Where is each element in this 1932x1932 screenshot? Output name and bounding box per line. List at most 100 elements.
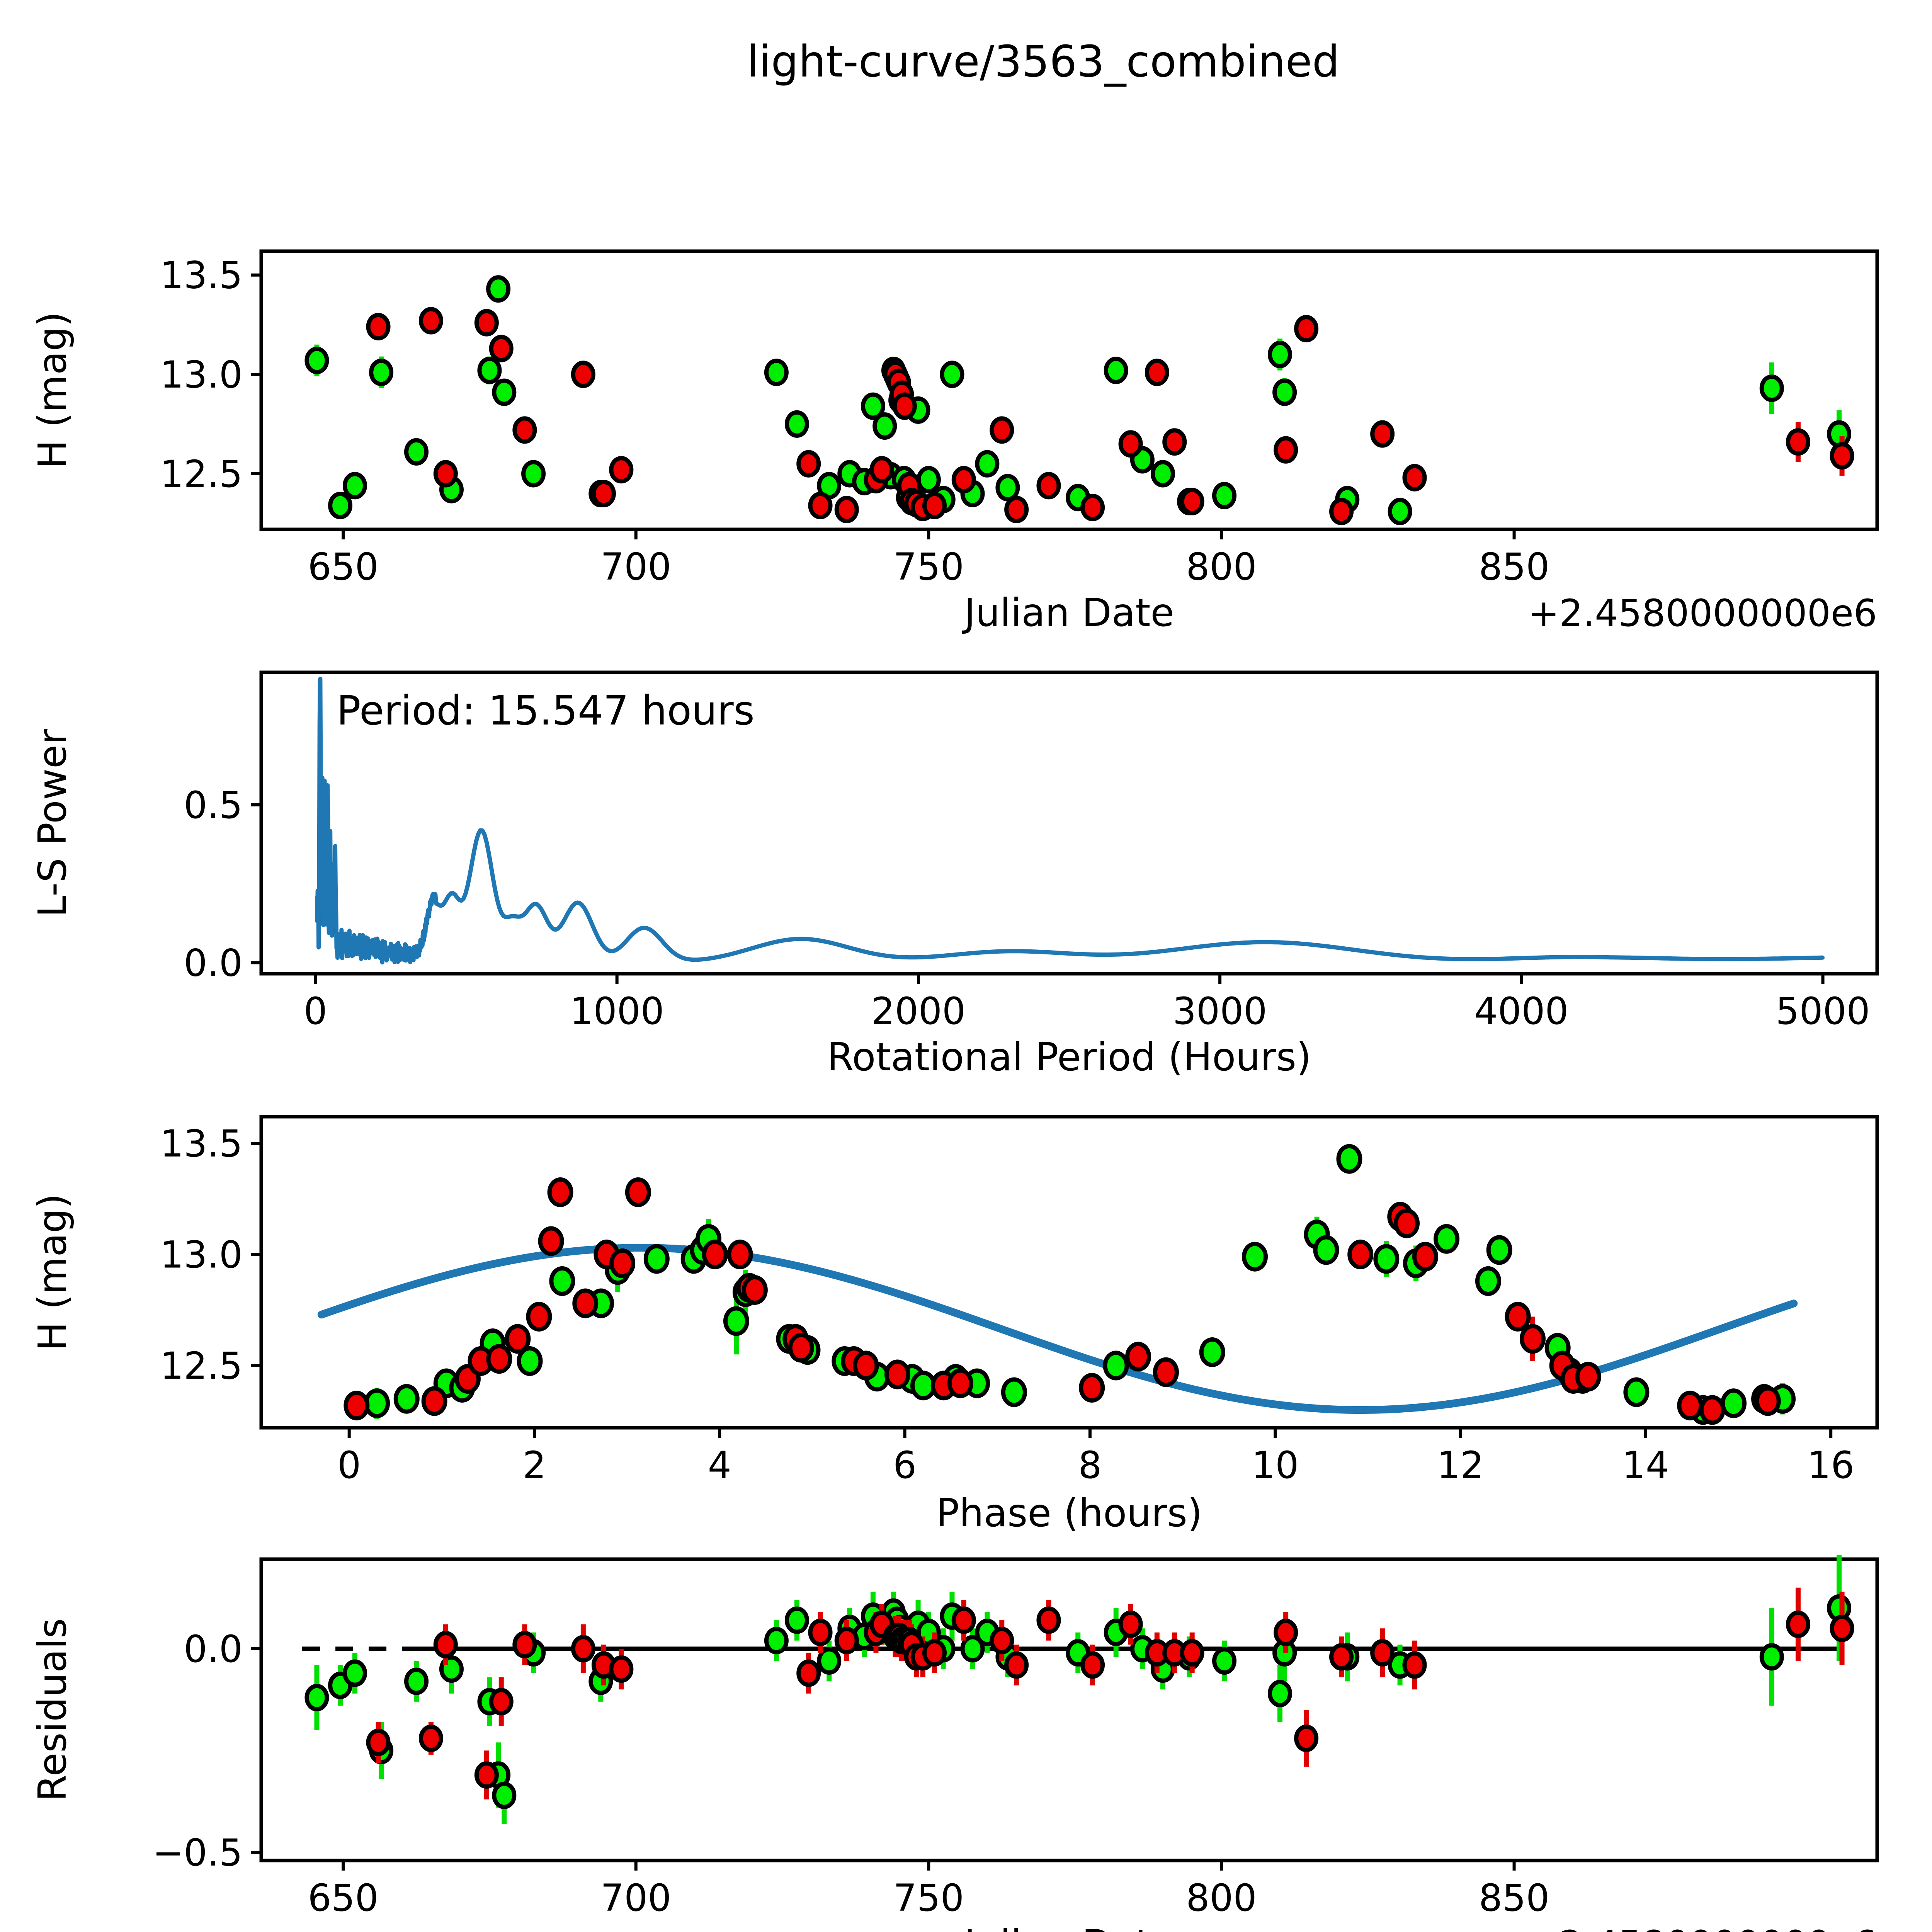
- data-point: [1242, 1242, 1268, 1272]
- data-point: [1434, 1224, 1460, 1254]
- data-point: [1272, 378, 1297, 406]
- x-tick-label: 2: [522, 1444, 546, 1487]
- data-point: [366, 1728, 391, 1756]
- data-point: [1103, 1350, 1129, 1381]
- data-point: [342, 472, 367, 500]
- data-point: [342, 1659, 367, 1687]
- x-tick-label: 650: [308, 1876, 379, 1920]
- data-point: [808, 492, 833, 519]
- data-point: [433, 460, 458, 488]
- plot-frame: [259, 1557, 1879, 1862]
- y-axis-label: L-S Power: [30, 728, 75, 917]
- phase-fold-svg: 13.5 13.0 12.5 0 2 4 6 8 10 12 14 16 Phase (hours) H …: [30, 1115, 1879, 1536]
- data-point: [834, 496, 859, 524]
- data-point: [609, 1248, 636, 1278]
- data-point: [591, 480, 616, 507]
- data-point: [572, 1288, 599, 1318]
- data-point: [643, 1244, 670, 1274]
- data-point: [834, 1627, 859, 1655]
- data-point: [764, 359, 789, 386]
- x-tick-label: 700: [600, 545, 671, 588]
- x-tick-label: 6: [893, 1444, 917, 1487]
- data-point: [1370, 420, 1395, 448]
- data-point: [1759, 374, 1784, 402]
- data-point: [1274, 436, 1298, 464]
- x-tick-label: 800: [1186, 545, 1257, 588]
- data-point: [808, 1619, 833, 1646]
- period-annotation: Period: 15.547 hours: [337, 687, 755, 734]
- data-point: [1004, 1651, 1029, 1679]
- data-point: [788, 1333, 814, 1363]
- data-point: [1519, 1324, 1546, 1354]
- data-point: [1677, 1391, 1703, 1420]
- data-point: [995, 474, 1020, 502]
- data-point: [609, 456, 634, 484]
- data-point: [486, 1344, 512, 1374]
- data-point: [421, 1386, 447, 1416]
- data-point: [1786, 428, 1810, 456]
- data-point: [1329, 498, 1354, 526]
- data-point: [521, 460, 546, 488]
- x-axis-label: Rotational Period (Hours): [827, 1034, 1311, 1080]
- data-point: [940, 361, 964, 388]
- data-point: [1347, 1240, 1374, 1269]
- x-tick-label: 12: [1437, 1444, 1484, 1487]
- data-point: [1036, 472, 1061, 500]
- data-point: [547, 1177, 573, 1207]
- x-offset-label: +2.4580000000e6: [1528, 592, 1877, 635]
- data-point: [922, 1639, 947, 1667]
- x-tick-label: 850: [1479, 1876, 1549, 1920]
- x-tick-label: 16: [1807, 1444, 1854, 1487]
- figure-title: light-curve/3563_combined: [747, 37, 1340, 87]
- x-tick-label: 750: [893, 545, 964, 588]
- y-tick-label: 0.5: [184, 784, 243, 827]
- data-point: [304, 347, 329, 374]
- x-tick-label: 5000: [1776, 990, 1870, 1033]
- data-point: [571, 1635, 595, 1663]
- y-tick-label: 12.5: [160, 452, 243, 496]
- data-point: [1036, 1606, 1061, 1634]
- data-points-group: [304, 1555, 1854, 1824]
- data-point: [1125, 1342, 1151, 1372]
- data-points-group: [304, 275, 1854, 526]
- x-tick-label: 4: [708, 1444, 731, 1487]
- data-point: [404, 1667, 429, 1695]
- panel-residuals: 0.0 −0.5 650 700 750 800 850 Julian Date +2.4580…: [0, 1546, 1932, 1932]
- data-point: [1370, 1639, 1395, 1667]
- data-point: [1759, 1643, 1784, 1671]
- data-point: [1830, 442, 1854, 470]
- data-point: [1486, 1235, 1512, 1265]
- x-tick-label: 14: [1622, 1444, 1669, 1487]
- data-point: [1153, 1357, 1179, 1387]
- y-tick-label: 0.0: [184, 1628, 243, 1671]
- panel-light-curve: 13.5 13.0 12.5 650 700 750 800 850 Julian Date +2…: [0, 216, 1932, 635]
- data-point: [872, 412, 897, 440]
- x-tick-label: 0: [337, 1444, 361, 1487]
- data-point: [489, 1688, 514, 1716]
- data-point: [960, 1635, 985, 1663]
- data-point: [489, 335, 514, 362]
- data-point: [1755, 1386, 1781, 1416]
- data-point: [538, 1226, 564, 1256]
- data-point: [869, 456, 894, 484]
- x-tick-label: 3000: [1173, 990, 1267, 1033]
- data-point: [625, 1177, 651, 1207]
- data-point: [1274, 1619, 1298, 1646]
- data-point: [369, 359, 394, 386]
- y-tick-label: −0.5: [153, 1831, 243, 1874]
- data-point: [492, 1781, 517, 1809]
- data-point: [1475, 1266, 1501, 1296]
- periodogram-svg: 0.0 0.5 0 1000 2000 3000 4000 5000 Rotational Pe…: [30, 670, 1879, 1080]
- data-point: [892, 392, 917, 420]
- data-point: [947, 1368, 973, 1398]
- data-point: [1394, 1208, 1420, 1238]
- x-tick-label: 4000: [1474, 990, 1568, 1033]
- x-axis-label: Phase (hours): [936, 1490, 1202, 1536]
- x-tick-label: 750: [893, 1876, 964, 1920]
- data-point: [1267, 1680, 1292, 1708]
- plot-frame: [259, 670, 1879, 976]
- x-tick-label: 700: [600, 1876, 671, 1920]
- x-tick-label: 650: [308, 545, 379, 588]
- data-point: [1388, 498, 1412, 526]
- data-point: [796, 450, 821, 478]
